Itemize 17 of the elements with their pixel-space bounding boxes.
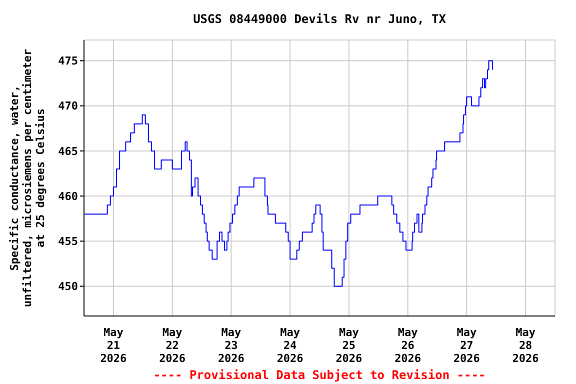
y-tick-label: 470 xyxy=(58,100,78,113)
y-tick-label: 455 xyxy=(58,235,78,248)
x-tick-label: May 22 2026 xyxy=(159,326,186,365)
x-tick-label: May 27 2026 xyxy=(453,326,480,365)
x-tick-label: May 21 2026 xyxy=(100,326,128,365)
x-tick-label: May 28 2026 xyxy=(512,326,540,365)
y-tick-label: 465 xyxy=(58,144,78,158)
y-tick-label: 460 xyxy=(58,190,78,203)
text: ---- Provisional Data Subject to Revision ---- xyxy=(152,368,487,382)
chart-title: USGS 08449000 Devils Rv nr Juno, TX xyxy=(192,12,447,26)
y-tick-label: 450 xyxy=(58,280,78,294)
y-tick-label: 475 xyxy=(58,54,78,68)
x-tick-label: May 25 2026 xyxy=(336,326,363,365)
x-tick-label: May 24 2026 xyxy=(276,326,304,365)
y-axis-title: Specific conductance, water, unfiltered, microsiemens per centimeter at 25 degrees Celsius xyxy=(8,48,47,308)
x-tick-label: May 26 2026 xyxy=(394,326,422,365)
x-tick-label: May 23 2026 xyxy=(218,326,245,365)
